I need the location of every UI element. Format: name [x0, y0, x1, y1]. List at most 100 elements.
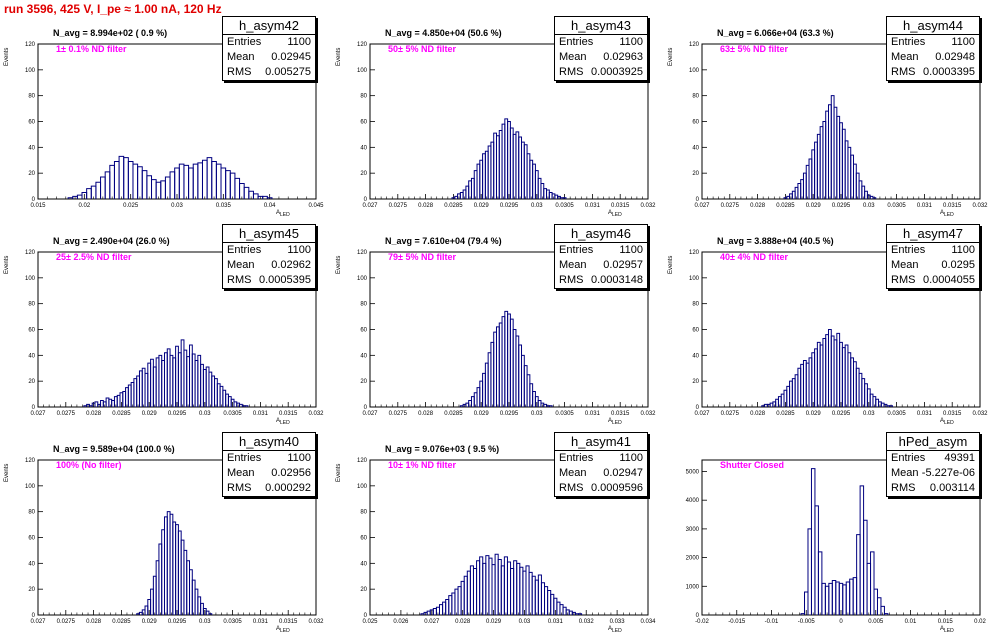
- histogram-pad: -0.02 -0.015 -0.01 -0.005 0 0.005 0.01 0.015 0.0…: [664, 430, 996, 636]
- x-axis-subscript: LED: [612, 212, 622, 219]
- stats-value: 0.0004055: [923, 274, 975, 286]
- x-tick-label: 0.031: [585, 203, 601, 209]
- y-tick-label: 80: [360, 302, 367, 308]
- stats-key: RMS: [227, 274, 252, 286]
- x-tick-label: 0.0315: [943, 203, 962, 209]
- x-tick-label: 0.032: [308, 411, 324, 417]
- stats-key: RMS: [891, 482, 916, 494]
- x-tick-label: 0.031: [253, 619, 269, 625]
- x-axis-subscript: LED: [944, 212, 954, 219]
- stats-key: Entries: [227, 244, 262, 256]
- stats-row-rms: RMS 0.0003395: [887, 65, 979, 80]
- x-tick-label: 0.029: [474, 203, 490, 209]
- y-tick-label: 120: [689, 42, 700, 48]
- y-tick-label: 80: [360, 94, 367, 100]
- filter-label: 10± 1% ND filter: [388, 460, 456, 470]
- histogram-bin: [866, 562, 872, 615]
- y-tick-label: 20: [360, 171, 367, 177]
- y-tick-label: 120: [25, 42, 36, 48]
- stats-value: 0.003114: [929, 482, 975, 494]
- histogram-bin: [206, 157, 213, 199]
- y-tick-label: 40: [692, 145, 699, 151]
- x-tick-label: 0.0315: [611, 411, 630, 417]
- stats-key: Mean: [559, 259, 587, 271]
- x-tick-label: 0.031: [548, 619, 564, 625]
- y-tick-label: 100: [25, 484, 36, 490]
- stats-row-mean: Mean 0.02948: [887, 50, 979, 65]
- histogram-bin: [831, 580, 837, 615]
- stats-value: 0.02948: [935, 51, 975, 63]
- histogram-pad: 0.027 0.0275 0.028 0.0285 0.029 0.0295 0.03 0.0…: [0, 222, 332, 428]
- x-tick-label: 0.03: [531, 411, 543, 417]
- y-tick-label: 120: [689, 250, 700, 256]
- stats-key: RMS: [559, 66, 584, 78]
- y-tick-label: 5000: [686, 469, 700, 475]
- y-tick-label: 100: [357, 276, 368, 282]
- stats-row-rms: RMS 0.0009596: [555, 481, 647, 496]
- x-tick-label: -0.015: [728, 619, 746, 625]
- histogram-bin: [151, 179, 157, 199]
- y-tick-label: 0: [32, 613, 36, 619]
- x-axis-label: ALED: [940, 418, 954, 426]
- x-tick-label: 0.028: [86, 411, 102, 417]
- stats-row-rms: RMS 0.003114: [887, 481, 979, 496]
- histogram-bin: [859, 485, 865, 615]
- x-tick-label: 0.0285: [112, 411, 131, 417]
- y-tick-label: 100: [689, 276, 700, 282]
- histogram-bin: [244, 405, 249, 407]
- y-tick-label: 40: [28, 561, 35, 567]
- x-tick-label: 0.027: [30, 411, 46, 417]
- histogram-bin: [192, 163, 199, 199]
- y-tick-label: 100: [25, 276, 36, 282]
- x-tick-label: 0.0305: [223, 411, 242, 417]
- x-tick-label: 0.015: [30, 203, 46, 209]
- x-tick-label: 0.03: [531, 203, 543, 209]
- x-axis-subscript: LED: [944, 420, 954, 427]
- filter-label: 63± 5% ND filter: [720, 44, 788, 54]
- stats-box: hPed_asym Entries 49391 Mean -5.227e-06 RMS 0.…: [886, 432, 980, 497]
- y-tick-label: 120: [357, 42, 368, 48]
- histogram-bin: [141, 170, 148, 199]
- y-tick-label: 60: [28, 120, 35, 126]
- stats-title: h_asym47: [887, 225, 979, 243]
- y-tick-label: 40: [360, 145, 367, 151]
- filter-label: 1± 0.1% ND filter: [56, 44, 127, 54]
- y-tick-label: 0: [696, 613, 700, 619]
- x-tick-label: 0.045: [308, 203, 324, 209]
- x-tick-label: 0.0275: [721, 411, 740, 417]
- stats-row-mean: Mean 0.02963: [555, 50, 647, 65]
- stats-row-rms: RMS 0.0003148: [555, 273, 647, 288]
- y-axis-label: Events: [336, 47, 342, 66]
- stats-value: 0.02947: [603, 467, 643, 479]
- stats-value: 1100: [287, 452, 311, 464]
- stats-key: Entries: [891, 452, 926, 464]
- x-axis-symbol: A: [608, 418, 613, 424]
- y-tick-label: 0: [364, 197, 368, 203]
- histogram-bin: [810, 468, 816, 615]
- stats-value: 0.0003148: [591, 274, 643, 286]
- stats-title: hPed_asym: [887, 433, 979, 451]
- stats-row-rms: RMS 0.0005395: [223, 273, 315, 288]
- histogram-bin: [817, 551, 823, 615]
- histogram-bin: [852, 577, 858, 615]
- x-axis-symbol: A: [608, 210, 613, 216]
- x-tick-label: 0.029: [806, 411, 822, 417]
- histogram-bin: [889, 405, 893, 407]
- stats-value: 1100: [951, 244, 975, 256]
- histogram-bin: [229, 172, 236, 199]
- x-tick-label: -0.005: [798, 619, 816, 625]
- filter-label: 100% (No filter): [56, 460, 122, 470]
- stats-value: 1100: [619, 452, 643, 464]
- x-tick-label: 0.005: [868, 619, 884, 625]
- x-tick-label: 0.03: [171, 203, 183, 209]
- x-tick-label: 0.028: [418, 411, 434, 417]
- x-tick-label: 0.026: [393, 619, 409, 625]
- y-tick-label: 60: [692, 328, 699, 334]
- y-tick-label: 120: [25, 250, 36, 256]
- y-tick-label: 2000: [686, 556, 700, 562]
- y-tick-label: 20: [28, 379, 35, 385]
- stats-value: 1100: [619, 36, 643, 48]
- stats-value: 0.0009596: [591, 482, 643, 494]
- y-tick-label: 100: [25, 68, 36, 74]
- navg-label: N_avg = 8.994e+02 ( 0.9 %): [53, 28, 168, 38]
